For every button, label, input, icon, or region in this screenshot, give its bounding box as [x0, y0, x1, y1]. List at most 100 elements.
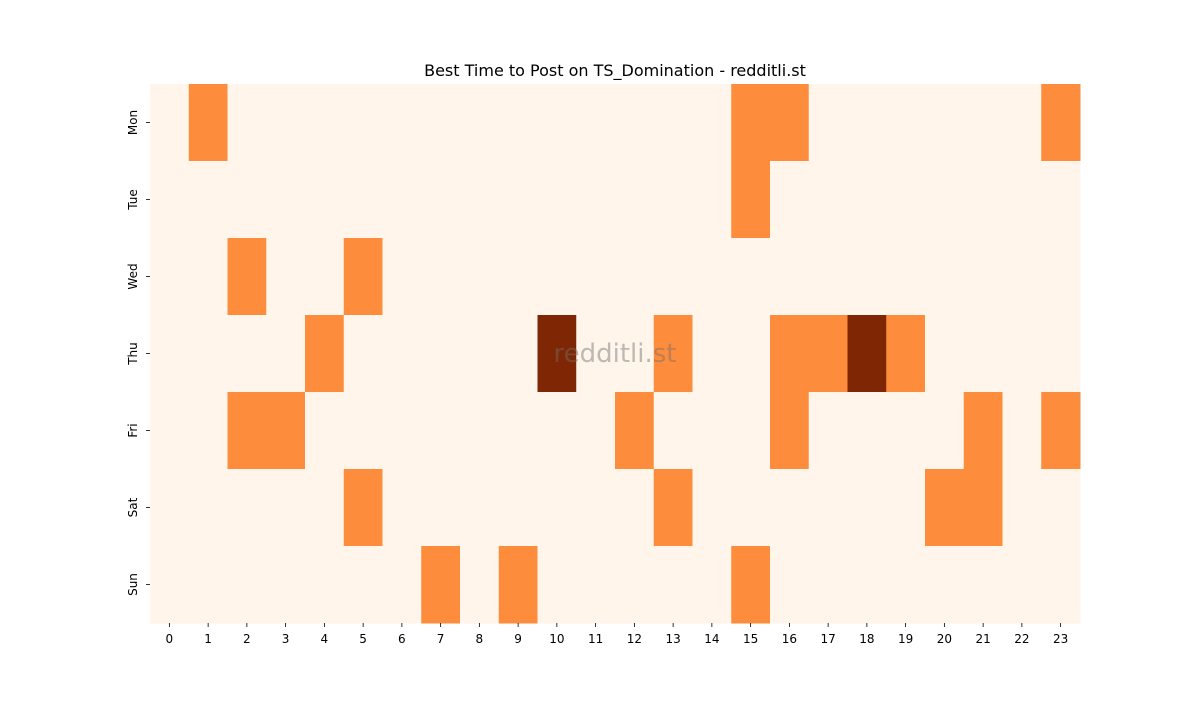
heatmap-cell-tue-0 [150, 161, 190, 239]
x-tick-label-8: 8 [476, 632, 484, 646]
heatmap-cell-sun-17 [808, 546, 848, 624]
x-tick-label-10: 10 [549, 632, 564, 646]
heatmap-cell-fri-13 [653, 392, 693, 470]
heatmap-cell-fri-23 [1041, 392, 1081, 470]
heatmap-cell-mon-21 [963, 84, 1003, 162]
heatmap-cell-fri-21 [963, 392, 1003, 470]
heatmap-cell-fri-18 [847, 392, 887, 470]
heatmap-cell-fri-22 [1002, 392, 1042, 470]
heatmap-cell-wed-0 [150, 238, 190, 316]
heatmap-cell-mon-13 [653, 84, 693, 162]
heatmap-cell-mon-15 [731, 84, 771, 162]
heatmap-cell-tue-18 [847, 161, 887, 239]
heatmap-cell-sat-18 [847, 469, 887, 547]
x-tick-label-13: 13 [665, 632, 680, 646]
heatmap-cell-sun-12 [615, 546, 655, 624]
heatmap-cell-tue-16 [770, 161, 810, 239]
heatmap-cell-sat-19 [886, 469, 926, 547]
heatmap-cells [150, 84, 1081, 624]
heatmap-cell-sun-18 [847, 546, 887, 624]
heatmap-cell-sun-3 [266, 546, 306, 624]
heatmap-cell-mon-14 [692, 84, 732, 162]
x-tick-label-17: 17 [820, 632, 835, 646]
x-tick-label-15: 15 [743, 632, 758, 646]
heatmap-cell-sat-4 [305, 469, 345, 547]
x-tick-label-18: 18 [859, 632, 874, 646]
heatmap-cell-tue-1 [188, 161, 228, 239]
heatmap-cell-tue-23 [1041, 161, 1081, 239]
heatmap-cell-wed-16 [770, 238, 810, 316]
heatmap-cell-mon-4 [305, 84, 345, 162]
heatmap-cell-sat-10 [537, 469, 577, 547]
heatmap-cell-sat-3 [266, 469, 306, 547]
heatmap-cell-sun-7 [421, 546, 461, 624]
x-tick-label-11: 11 [588, 632, 603, 646]
heatmap-cell-tue-8 [460, 161, 500, 239]
heatmap-cell-tue-12 [615, 161, 655, 239]
heatmap-cell-thu-17 [808, 315, 848, 393]
heatmap-cell-sat-13 [653, 469, 693, 547]
heatmap-cell-thu-10 [537, 315, 577, 393]
x-tick-label-21: 21 [975, 632, 990, 646]
x-tick-label-0: 0 [166, 632, 174, 646]
heatmap-cell-sat-9 [498, 469, 538, 547]
x-tick-label-2: 2 [243, 632, 251, 646]
heatmap-cell-mon-20 [925, 84, 965, 162]
heatmap-cell-mon-19 [886, 84, 926, 162]
heatmap-cell-mon-3 [266, 84, 306, 162]
heatmap-cell-tue-2 [227, 161, 267, 239]
heatmap-cell-fri-4 [305, 392, 345, 470]
heatmap-cell-thu-4 [305, 315, 345, 393]
heatmap-cell-sat-23 [1041, 469, 1081, 547]
heatmap-cell-mon-23 [1041, 84, 1081, 162]
heatmap-cell-thu-18 [847, 315, 887, 393]
y-axis: Mon Tue Wed Thu Fri Sat Sun [126, 110, 150, 596]
heatmap-cell-thu-8 [460, 315, 500, 393]
y-tick-label-wed: Wed [126, 263, 140, 289]
heatmap-cell-mon-16 [770, 84, 810, 162]
heatmap-cell-tue-3 [266, 161, 306, 239]
x-tick-label-16: 16 [782, 632, 797, 646]
heatmap-cell-sat-6 [382, 469, 422, 547]
heatmap-cell-mon-1 [188, 84, 228, 162]
heatmap-cell-sun-14 [692, 546, 732, 624]
heatmap-cell-tue-20 [925, 161, 965, 239]
heatmap-cell-thu-20 [925, 315, 965, 393]
heatmap-cell-fri-2 [227, 392, 267, 470]
heatmap-cell-tue-13 [653, 161, 693, 239]
heatmap-cell-fri-6 [382, 392, 422, 470]
heatmap-cell-tue-17 [808, 161, 848, 239]
heatmap-cell-thu-21 [963, 315, 1003, 393]
heatmap-cell-sat-22 [1002, 469, 1042, 547]
heatmap-cell-fri-8 [460, 392, 500, 470]
heatmap-cell-wed-11 [576, 238, 616, 316]
heatmap-cell-wed-21 [963, 238, 1003, 316]
heatmap-cell-wed-15 [731, 238, 771, 316]
heatmap-cell-sat-0 [150, 469, 190, 547]
heatmap-cell-sat-20 [925, 469, 965, 547]
heatmap-cell-sun-15 [731, 546, 771, 624]
heatmap-cell-mon-2 [227, 84, 267, 162]
heatmap-cell-mon-12 [615, 84, 655, 162]
heatmap-cell-thu-16 [770, 315, 810, 393]
heatmap-cell-fri-11 [576, 392, 616, 470]
heatmap-cell-tue-22 [1002, 161, 1042, 239]
heatmap-cell-sun-2 [227, 546, 267, 624]
y-tick-label-fri: Fri [126, 423, 140, 437]
heatmap-cell-wed-12 [615, 238, 655, 316]
heatmap-cell-mon-6 [382, 84, 422, 162]
heatmap-cell-wed-7 [421, 238, 461, 316]
heatmap-cell-fri-10 [537, 392, 577, 470]
heatmap-cell-fri-19 [886, 392, 926, 470]
heatmap-cell-thu-9 [498, 315, 538, 393]
heatmap-cell-sat-11 [576, 469, 616, 547]
heatmap-cell-wed-4 [305, 238, 345, 316]
heatmap-cell-tue-4 [305, 161, 345, 239]
heatmap-cell-mon-7 [421, 84, 461, 162]
heatmap-cell-thu-0 [150, 315, 190, 393]
heatmap-cell-sat-14 [692, 469, 732, 547]
heatmap-cell-fri-17 [808, 392, 848, 470]
heatmap-cell-mon-9 [498, 84, 538, 162]
heatmap-cell-thu-11 [576, 315, 616, 393]
heatmap-cell-thu-14 [692, 315, 732, 393]
